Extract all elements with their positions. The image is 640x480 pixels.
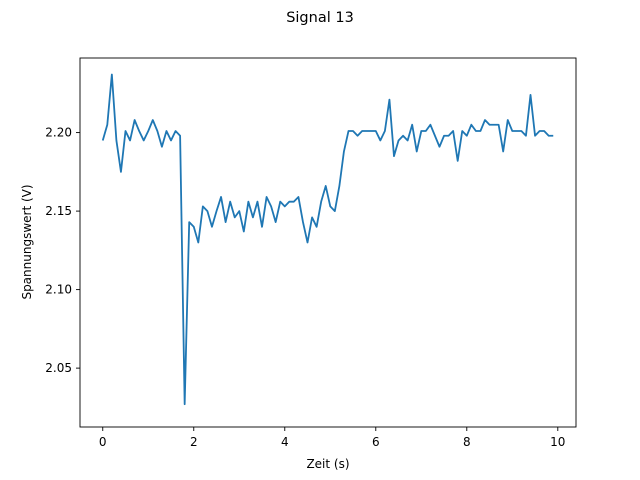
plot-area-frame (79, 57, 577, 428)
y-tick-label: 2.05 (45, 361, 72, 375)
x-tick-label: 8 (463, 435, 471, 449)
series-line (101, 73, 554, 406)
x-tick-label: 4 (281, 435, 289, 449)
x-tick-label: 10 (550, 435, 565, 449)
x-tick-label: 6 (372, 435, 380, 449)
y-axis-label: Spannungswert (V) (20, 184, 34, 299)
x-tick-label: 0 (99, 435, 107, 449)
y-tick-label: 2.15 (45, 204, 72, 218)
y-tick-label: 2.20 (45, 126, 72, 140)
x-axis-ticks: 0 2 4 6 8 10 (99, 427, 565, 449)
x-tick-label: 2 (190, 435, 198, 449)
y-axis-ticks: 2.05 2.10 2.15 2.20 (45, 126, 80, 375)
y-tick-label: 2.10 (45, 283, 72, 297)
x-axis-label: Zeit (s) (306, 457, 349, 471)
chart-title: Signal 13 (286, 10, 354, 26)
